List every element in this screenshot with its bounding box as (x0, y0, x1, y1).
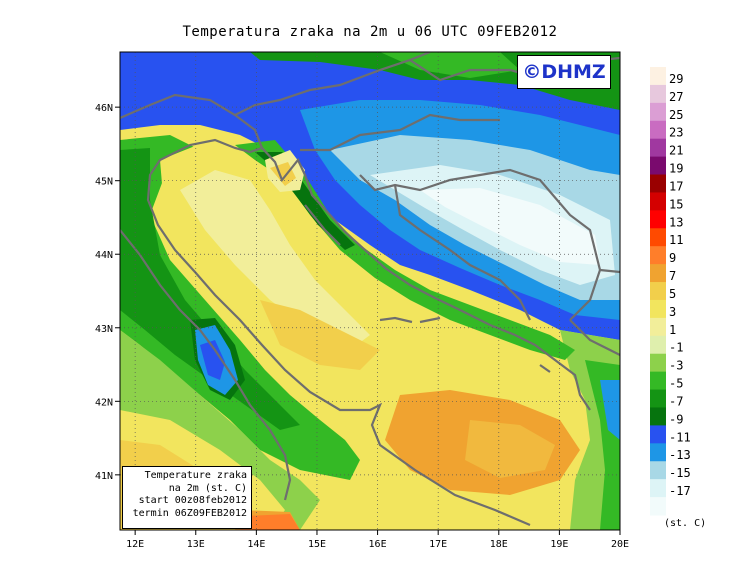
legend-swatch (650, 461, 666, 480)
y-tick-label: 45N (95, 177, 113, 188)
info-line-4: termin 06Z09FEB2012 (132, 507, 247, 519)
legend-swatch (650, 264, 666, 283)
x-tick-label: 15E (308, 539, 326, 550)
x-tick-label: 17E (429, 539, 447, 550)
legend-level-label: -11 (669, 430, 691, 444)
legend-level-label: -7 (669, 394, 683, 408)
info-line-2: na 2m (st. C) (168, 482, 247, 494)
legend-units: (st. C) (664, 518, 707, 529)
legend-swatch (650, 389, 666, 408)
legend-level-label: -17 (669, 484, 691, 498)
info-box: Temperature zraka na 2m (st. C) start 00… (122, 466, 252, 529)
legend-swatch (650, 120, 666, 140)
legend-level-label: 29 (669, 72, 683, 86)
legend-swatch (650, 174, 666, 193)
map-title: Temperatura zraka na 2m u 06 UTC 09FEB20… (182, 24, 558, 40)
color-legend: 29 27 25 23 21 19 17 15 13 11 9 7 5 3 1 -1 -3 -5 -7 -9 -11 -1… (650, 67, 691, 516)
legend-level-label: 19 (669, 162, 683, 176)
info-line-1: Temperature zraka (144, 470, 247, 481)
lat-lon-grid (120, 52, 620, 530)
legend-swatch (650, 84, 666, 104)
legend-swatch (650, 425, 666, 444)
y-tick-label: 42N (95, 397, 113, 408)
legend-swatch (650, 497, 666, 516)
legend-swatch (650, 335, 666, 355)
legend-swatch (650, 299, 666, 319)
legend-swatch (650, 67, 666, 86)
legend-level-label: 21 (669, 144, 683, 158)
legend-level-label: 1 (669, 323, 676, 337)
legend-level-label: -3 (669, 359, 683, 373)
legend-level-label: 13 (669, 215, 683, 229)
legend-swatch (650, 479, 666, 498)
map-frame (119, 51, 621, 531)
legend-level-label: 11 (669, 233, 683, 247)
legend-level-label: 5 (669, 287, 676, 301)
axis-ticks: 12E 13E 14E 15E 16E 17E 18E 19E 20E 46N 45N 44N 43N 4… (95, 103, 629, 550)
legend-swatch (650, 317, 666, 337)
x-tick-label: 18E (490, 539, 508, 550)
legend-swatch (650, 371, 666, 391)
legend-swatch (650, 407, 666, 426)
legend-level-label: 25 (669, 108, 683, 122)
legend-swatch (650, 282, 666, 301)
y-tick-label: 41N (95, 471, 113, 482)
legend-level-label: -5 (669, 377, 683, 391)
legend-level-label: -9 (669, 412, 683, 426)
legend-level-label: 7 (669, 269, 676, 283)
y-tick-label: 46N (95, 103, 113, 114)
x-tick-label: 16E (369, 539, 387, 550)
y-tick-label: 43N (95, 324, 113, 335)
legend-swatch (650, 156, 666, 176)
legend-swatch (650, 246, 666, 265)
legend-level-label: 17 (669, 179, 683, 193)
legend-level-label: 27 (669, 90, 683, 104)
legend-level-label: -15 (669, 466, 691, 480)
legend-swatch (650, 228, 666, 247)
x-tick-label: 19E (550, 539, 568, 550)
legend-level-label: 15 (669, 197, 683, 211)
y-tick-label: 44N (95, 250, 113, 261)
x-tick-label: 12E (126, 539, 144, 550)
legend-swatch (650, 192, 666, 211)
legend-swatch (650, 210, 666, 229)
x-tick-label: 14E (247, 539, 265, 550)
legend-swatch (650, 138, 666, 158)
legend-swatch (650, 353, 666, 373)
legend-swatch (650, 443, 666, 462)
legend-level-label: -13 (669, 448, 691, 462)
legend-level-label: -1 (669, 341, 683, 355)
legend-swatch (650, 102, 666, 122)
dhmz-logo: ©DHMZ (517, 55, 611, 89)
info-line-3: start 00z08feb2012 (138, 495, 247, 506)
x-tick-label: 20E (611, 539, 629, 550)
x-tick-label: 13E (187, 539, 205, 550)
legend-level-label: 3 (669, 305, 676, 319)
legend-level-label: 23 (669, 126, 683, 140)
temperature-field (120, 52, 620, 530)
legend-level-label: 9 (669, 251, 676, 265)
